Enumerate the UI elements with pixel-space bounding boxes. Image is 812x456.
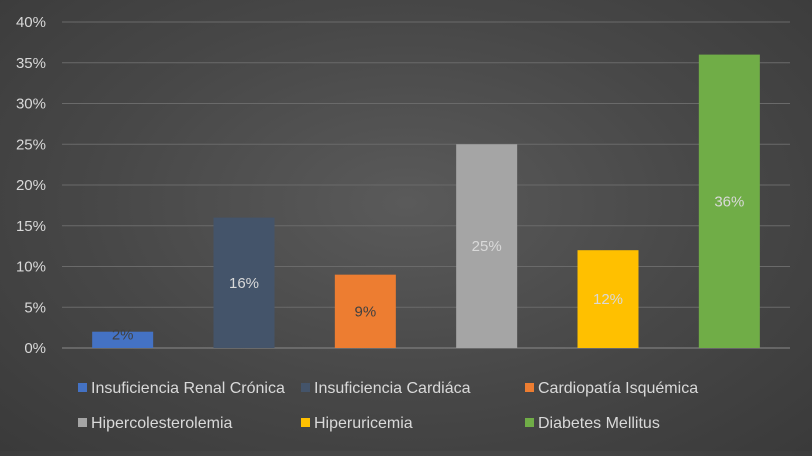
legend-swatch [525, 418, 534, 427]
legend-label: Hipercolesterolemia [91, 415, 232, 432]
y-tick-label: 20% [16, 177, 46, 194]
y-tick-label: 10% [16, 259, 46, 276]
legend-label: Insuficiencia Renal Crónica [91, 380, 285, 397]
data-label: 36% [714, 193, 744, 210]
legend: Insuficiencia Renal Crónica Insuficiencia… [78, 380, 698, 432]
bar [213, 217, 275, 348]
grid-layer: 0% 5% 10% 15% 20% 25% 30% 35% 40% [16, 14, 790, 357]
data-label: 16% [229, 275, 259, 292]
legend-swatch [525, 383, 534, 392]
y-tick-label: 30% [16, 96, 46, 113]
bars-layer [92, 54, 760, 348]
legend-label: Insuficiencia Cardiáca [314, 380, 471, 397]
legend-label: Hiperuricemia [314, 415, 413, 432]
y-tick-label: 0% [24, 340, 46, 357]
bar [698, 54, 760, 348]
y-tick-label: 5% [24, 299, 46, 316]
y-tick-label: 35% [16, 55, 46, 72]
y-tick-label: 15% [16, 218, 46, 235]
bar [577, 250, 639, 348]
y-tick-label: 25% [16, 136, 46, 153]
data-label: 25% [472, 238, 502, 255]
legend-swatch [301, 383, 310, 392]
legend-swatch [78, 383, 87, 392]
data-labels-layer: 2% 16% 9% 25% 12% 36% [112, 193, 745, 343]
data-label: 12% [593, 291, 623, 308]
legend-label: Cardiopatía Isquémica [538, 380, 698, 397]
data-label: 2% [112, 327, 134, 344]
bar [456, 144, 518, 348]
legend-swatch [78, 418, 87, 427]
y-tick-label: 40% [16, 14, 46, 31]
legend-swatch [301, 418, 310, 427]
bar [334, 274, 396, 348]
legend-label: Diabetes Mellitus [538, 415, 660, 432]
bar [92, 331, 154, 348]
data-label: 9% [354, 303, 376, 320]
